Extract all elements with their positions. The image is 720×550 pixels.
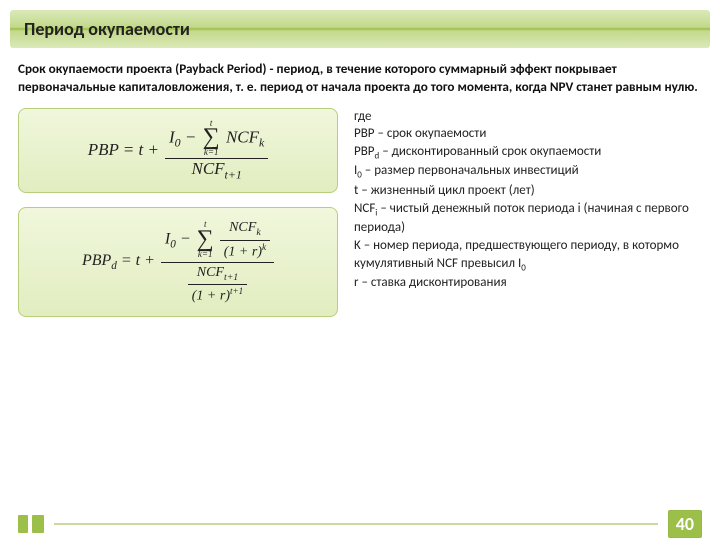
legend-where: где [354,108,702,126]
legend-ncfi: NCFi – чистый денежный поток периода i (… [354,200,702,237]
page-number: 40 [668,510,702,538]
content-row: PBP = t + I0 − t ∑ k=1 NCFk NCFt+1 [0,104,720,318]
formula-pbp: PBP = t + I0 − t ∑ k=1 NCFk NCFt+1 [88,119,269,182]
footer-decoration [18,515,44,533]
legend-k: K – номер периода, предшествующего перио… [354,237,702,274]
footer-line [54,523,658,525]
legend-column: где PBP – срок окупаемости PBPd – дискон… [354,108,702,318]
legend-t: t – жизненный цикл проект (лет) [354,182,702,200]
legend-i0: I0 – размер первоначальных инвестиций [354,162,702,182]
page-title: Период окупаемости [24,18,696,40]
intro-paragraph: Срок окупаемости проекта (Payback Period… [0,48,720,104]
title-bar: Период окупаемости [10,10,710,48]
formula-box-pbpd: PBPd = t + I0 − t ∑ k=1 NCFk (1 + r)k [18,207,338,317]
intro-bold: Срок окупаемости проекта [18,60,172,77]
formula-pbpd: PBPd = t + I0 − t ∑ k=1 NCFk (1 + r)k [82,218,274,306]
legend-pbp: PBP – срок окупаемости [354,125,702,143]
legend-pbpd: PBPd – дисконтированный срок окупаемости [354,143,702,163]
formulas-column: PBP = t + I0 − t ∑ k=1 NCFk NCFt+1 [18,108,338,318]
footer: 40 [18,510,702,538]
legend-r: r – ставка дисконтирования [354,274,702,292]
formula-box-pbp: PBP = t + I0 − t ∑ k=1 NCFk NCFt+1 [18,108,338,193]
